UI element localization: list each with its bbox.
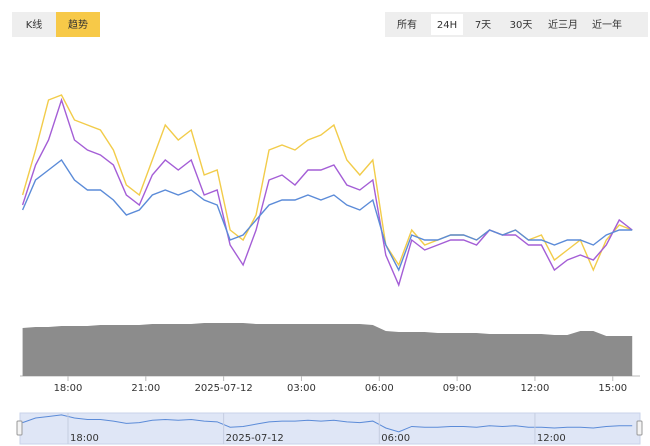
navigator-handle[interactable] [16,420,23,436]
x-tick-label: 12:00 [521,383,550,394]
range-tab[interactable] [465,12,501,37]
navigator-label: 06:00 [381,433,410,444]
price-line [21,94,633,272]
range-tab-label[interactable]: 近一年 [592,18,622,31]
view-tab[interactable] [12,12,56,37]
x-tick-label: 18:00 [54,383,83,394]
view-tab-label[interactable]: K线 [26,18,43,31]
range-tab-label[interactable]: 所有 [397,18,417,31]
range-tab[interactable] [501,12,541,37]
range-tab-label[interactable]: 24H [437,20,457,31]
x-tick-label: 06:00 [365,383,394,394]
range-tab-label[interactable]: 7天 [475,20,491,31]
navigator-handle[interactable] [636,420,643,436]
range-tab[interactable] [585,12,629,37]
view-tab[interactable] [56,12,100,37]
volume-area [22,323,633,376]
range-tab-label[interactable]: 30天 [510,20,533,31]
x-tick-label: 21:00 [131,383,160,394]
price-line [21,97,633,288]
x-tick-label: 03:00 [287,383,316,394]
navigator-label: 18:00 [70,433,99,444]
price-line [21,158,633,272]
navigator-label: 12:00 [537,433,566,444]
navigator-line [22,414,633,433]
range-tab[interactable] [541,12,585,37]
x-tick-label: 09:00 [443,383,472,394]
x-tick-label: 15:00 [598,383,627,394]
navigator-label: 2025-07-12 [226,433,284,444]
x-tick-label: 2025-07-12 [195,383,253,394]
view-tab-label[interactable]: 趋势 [68,18,88,31]
range-tab-label[interactable]: 近三月 [548,18,578,31]
range-tab[interactable] [385,12,429,37]
range-tab[interactable] [431,14,463,35]
